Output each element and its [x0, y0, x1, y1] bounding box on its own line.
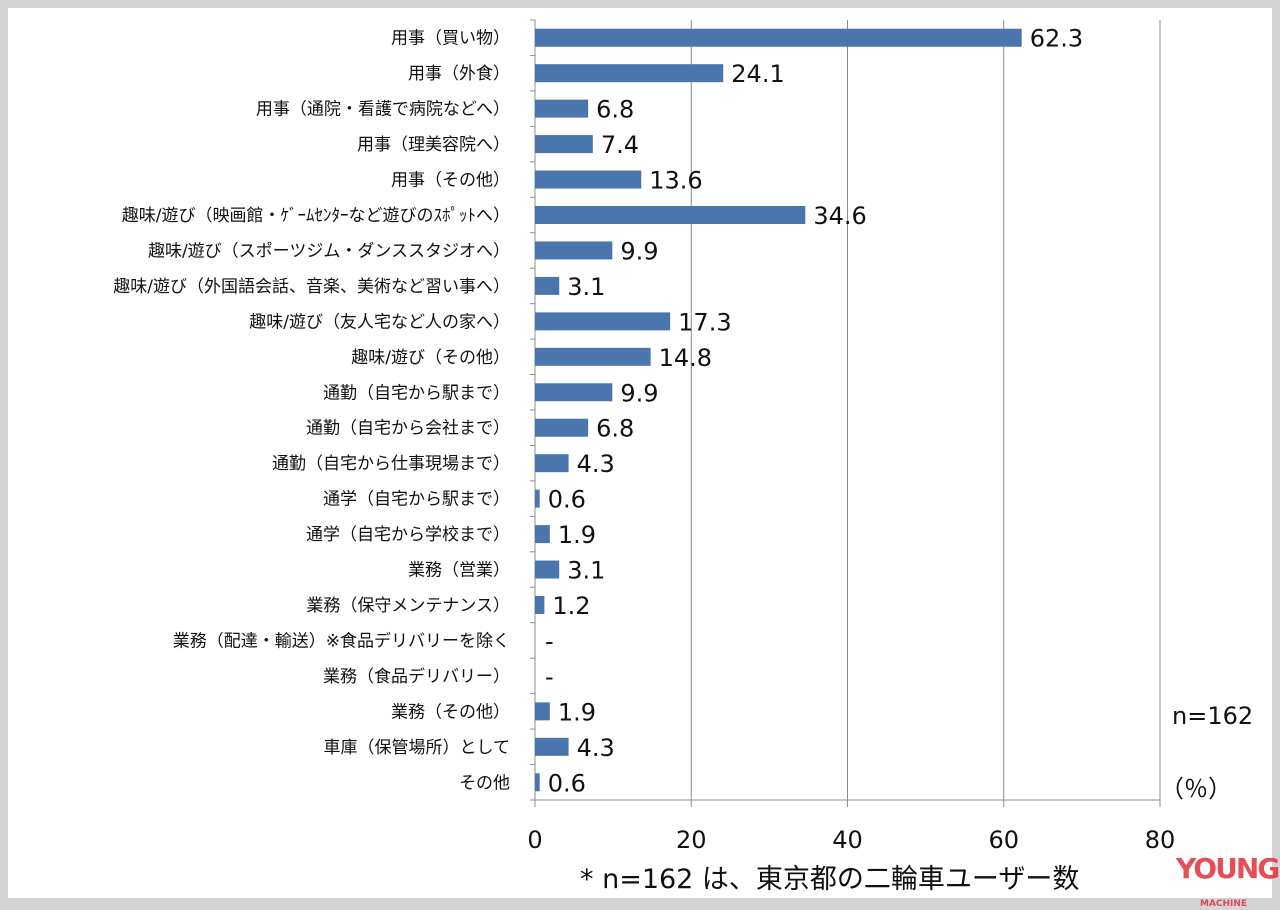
data-label: 6.8: [596, 415, 634, 443]
category-label: 車庫（保管場所）として: [324, 738, 511, 758]
category-label: 業務（その他）: [391, 702, 510, 722]
data-label: 1.2: [552, 592, 590, 620]
bar: [535, 596, 545, 614]
chart-frame: [8, 8, 1272, 898]
x-tick-label: 60: [988, 826, 1019, 854]
bar: [535, 99, 589, 118]
bar: [535, 525, 550, 544]
bar: [535, 347, 651, 366]
data-label: 4.3: [577, 450, 615, 478]
bar: [535, 489, 540, 508]
bar: [535, 383, 613, 402]
sample-size-note: n=162: [1172, 702, 1253, 730]
data-label: 34.6: [813, 202, 866, 230]
data-label: 9.9: [620, 379, 658, 407]
data-label: 13.6: [649, 167, 702, 195]
data-label: 24.1: [731, 60, 784, 88]
category-label: 業務（配達・輸送）※食品デリバリーを除く: [173, 630, 510, 651]
bar: [535, 241, 613, 260]
bar: [535, 454, 569, 473]
bar: [535, 64, 724, 83]
bar: [535, 418, 589, 437]
data-label: 0.6: [548, 769, 586, 797]
x-tick-label: 80: [1145, 826, 1176, 854]
footnote: * n=162 は、東京都の二輪車ユーザー数: [580, 864, 1079, 895]
category-label: 業務（営業）: [408, 561, 510, 581]
category-label: 用事（買い物）: [391, 29, 510, 49]
bar: [535, 737, 569, 756]
category-label: その他: [459, 773, 510, 793]
data-label: -: [545, 627, 554, 655]
data-label: 9.9: [620, 237, 658, 265]
data-label: -: [545, 663, 554, 691]
category-label: 趣味/遊び（友人宅など人の家へ）: [249, 312, 510, 332]
x-tick-label: 40: [832, 826, 863, 854]
data-label: 4.3: [577, 734, 615, 762]
bar: [535, 702, 550, 721]
bar: [535, 170, 642, 189]
data-label: 14.8: [659, 344, 712, 372]
category-label: 用事（その他）: [391, 171, 510, 191]
category-label: 趣味/遊び（映画館・ｹﾞｰﾑｾﾝﾀｰなど遊びのｽﾎﾟｯﾄへ）: [122, 206, 510, 226]
unit-label: （％）: [1160, 775, 1232, 803]
data-label: 3.1: [567, 557, 605, 585]
category-label: 通勤（自宅から仕事現場まで）: [272, 454, 510, 474]
svg-text:MACHINE: MACHINE: [1200, 899, 1247, 909]
data-label: 62.3: [1030, 25, 1083, 53]
svg-text:YOUNG: YOUNG: [1175, 852, 1278, 885]
category-label: 業務（保守メンテナンス）: [306, 596, 510, 616]
bar: [535, 206, 806, 224]
bar: [535, 560, 560, 579]
category-label: 通勤（自宅から会社まで）: [306, 419, 510, 439]
data-label: 7.4: [601, 131, 639, 159]
category-label: 趣味/遊び（外国語会話、音楽、美術など習い事へ）: [113, 277, 510, 297]
data-label: 3.1: [567, 273, 605, 301]
data-label: 6.8: [596, 96, 634, 124]
bar: [535, 135, 593, 154]
x-tick-label: 20: [676, 826, 707, 854]
bar: [535, 773, 540, 792]
bar: [535, 312, 671, 331]
watermark-logo: YOUNG MACHINE: [1175, 852, 1280, 909]
category-label: 業務（食品デリバリー）: [323, 666, 510, 687]
data-label: 0.6: [548, 486, 586, 514]
bar: [535, 276, 560, 295]
category-label: 通学（自宅から学校まで）: [306, 525, 510, 545]
category-label: 通学（自宅から駅まで）: [323, 490, 510, 510]
category-label: 用事（通院・看護で病院などへ）: [256, 100, 510, 120]
data-label: 1.9: [558, 521, 596, 549]
bar: [535, 28, 1022, 47]
category-label: 趣味/遊び（その他）: [351, 348, 510, 368]
category-label: 用事（外食）: [408, 64, 510, 84]
category-label: 用事（理美容院へ）: [357, 135, 510, 155]
data-label: 17.3: [678, 308, 731, 336]
x-tick-label: 0: [527, 826, 542, 854]
category-label: 通勤（自宅から駅まで）: [323, 383, 510, 403]
data-label: 1.9: [558, 698, 596, 726]
category-label: 趣味/遊び（スポーツジム・ダンススタジオへ）: [148, 241, 510, 261]
